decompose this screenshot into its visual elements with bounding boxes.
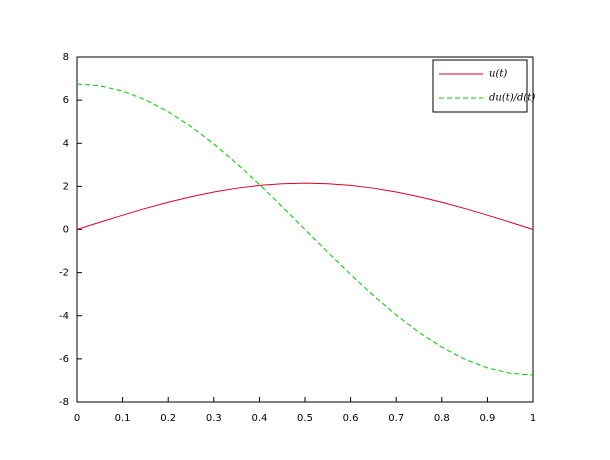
- series-line: [76, 83, 534, 376]
- x-tick-label: 0.3: [206, 413, 222, 424]
- x-tick-label: 0.2: [160, 413, 176, 424]
- x-tick-label: 0.5: [297, 413, 313, 424]
- x-tick-label: 0.6: [343, 413, 359, 424]
- x-tick-label: 1: [530, 413, 536, 424]
- y-tick-label: 2: [63, 181, 69, 192]
- y-tick-label: 6: [63, 95, 69, 106]
- y-tick-label: 8: [63, 52, 69, 63]
- x-tick-label: 0.1: [115, 413, 131, 424]
- legend-label: du(t)/d(t): [489, 93, 535, 104]
- y-tick-label: -4: [59, 311, 69, 322]
- y-tick-label: 0: [63, 225, 69, 236]
- x-tick-label: 0.8: [434, 413, 450, 424]
- legend-label: u(t): [489, 69, 507, 80]
- y-tick-label: 4: [63, 138, 69, 149]
- x-tick-label: 0.7: [388, 413, 404, 424]
- y-tick-label: -2: [59, 268, 69, 279]
- y-tick-label: -8: [59, 397, 69, 408]
- x-tick-label: 0.9: [479, 413, 495, 424]
- x-tick-label: 0: [74, 413, 80, 424]
- legend-box: [432, 59, 528, 113]
- x-tick-label: 0.4: [251, 413, 267, 424]
- series-line: [76, 182, 534, 230]
- y-tick-label: -6: [59, 354, 69, 365]
